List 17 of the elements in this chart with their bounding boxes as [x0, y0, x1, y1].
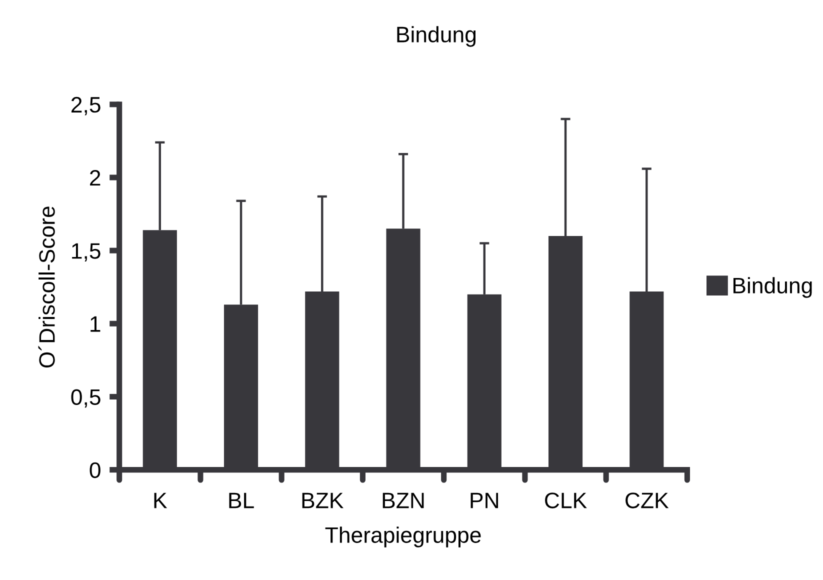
- x-tick-label: BZN: [382, 492, 424, 508]
- y-tick-label: 1,5: [72, 243, 100, 262]
- y-tick-label: 1: [90, 316, 100, 332]
- x-tick-label: CZK: [626, 492, 669, 508]
- x-tick-label: CLK: [545, 492, 587, 508]
- legend-label: Bindung: [733, 277, 812, 298]
- y-tick-label: 0,5: [71, 389, 100, 408]
- x-axis-title: Therapiegruppe: [325, 526, 481, 548]
- x-tick-label: K: [154, 492, 168, 508]
- x-tick-label: BL: [229, 492, 254, 508]
- x-tick-label: PN: [470, 492, 498, 508]
- y-tick-label: 2,5: [72, 96, 100, 116]
- y-tick-label: 2: [90, 170, 100, 186]
- y-axis-title: O´Driscoll-Score: [38, 206, 55, 368]
- chart-title: Bindung: [397, 26, 476, 47]
- x-tick-label: BZK: [302, 492, 344, 508]
- y-tick-label: 0: [90, 462, 100, 478]
